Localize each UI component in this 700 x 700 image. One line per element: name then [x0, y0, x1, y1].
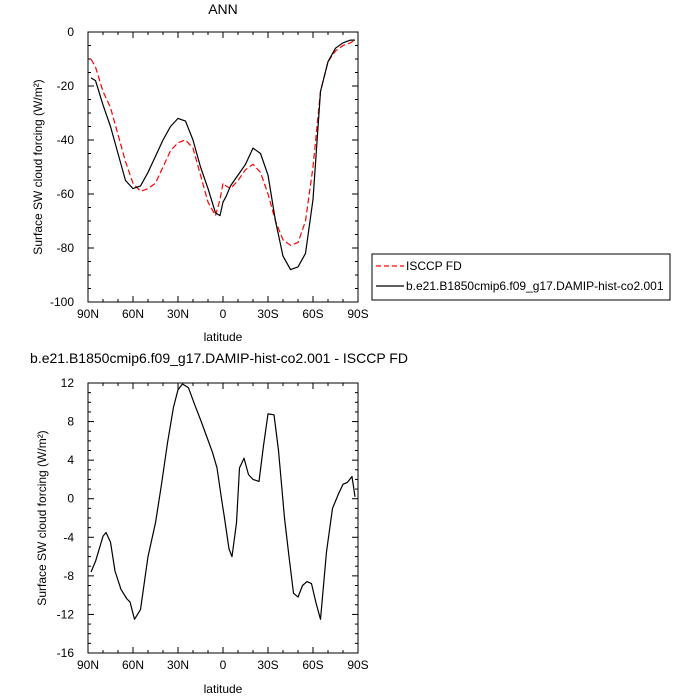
- top-y-tick-label: -80: [57, 241, 75, 255]
- bottom-chart-title: b.e21.B1850cmip6.f09_g17.DAMIP-hist-co2.…: [30, 350, 408, 366]
- bottom-x-tick-label: 30N: [167, 658, 189, 672]
- top-x-tick-label: 60N: [122, 307, 144, 321]
- bottom-x-tick-label: 0: [220, 658, 227, 672]
- bottom-x-tick-label: 60N: [122, 658, 144, 672]
- bottom-y-tick-label: 12: [61, 376, 75, 390]
- bottom-x-tick-label: 30S: [257, 658, 278, 672]
- bottom-y-tick-label: -12: [57, 607, 75, 621]
- bottom-y-tick-label: 0: [67, 492, 74, 506]
- bottom-x-tick-label: 60S: [302, 658, 323, 672]
- bottom-x-tick-label: 90S: [347, 658, 368, 672]
- legend-label-model: b.e21.B1850cmip6.f09_g17.DAMIP-hist-co2.…: [406, 279, 664, 293]
- top-x-tick-label: 90N: [77, 307, 99, 321]
- top-panel: ANN 90N 60N 30N 0 30S 60S 90S 0 -20 -40 -60 -80 -100…: [31, 1, 671, 344]
- bottom-y-tick-label: -8: [63, 569, 74, 583]
- top-chart-title: ANN: [208, 1, 238, 17]
- bottom-y-tick-label: -16: [57, 646, 75, 660]
- top-y-tick-label: -40: [57, 133, 75, 147]
- bottom-plot-frame: [87, 382, 359, 654]
- top-plot-marks: 90N 60N 30N 0 30S 60S 90S 0 -20 -40 -60 -80 -100: [50, 25, 369, 321]
- bottom-y-axis-label: Surface SW cloud forcing (W/m²): [35, 430, 49, 605]
- bottom-plot-marks: 90N 60N 30N 0 30S 60S 90S 12 8 4 0 -4 -8 -12 -16: [57, 376, 369, 672]
- bottom-x-tick-label: 90N: [77, 658, 99, 672]
- bottom-y-tick-label: 8: [67, 415, 74, 429]
- bottom-x-axis-label: latitude: [204, 682, 243, 696]
- top-x-tick-label: 60S: [302, 307, 323, 321]
- legend-label-isccp: ISCCP FD: [406, 259, 462, 273]
- legend-box: [371, 253, 671, 301]
- top-y-tick-label: -20: [57, 79, 75, 93]
- top-legend: ISCCP FD b.e21.B1850cmip6.f09_g17.DAMIP-…: [371, 253, 671, 301]
- top-x-tick-label: 0: [220, 307, 227, 321]
- top-x-tick-label: 30S: [257, 307, 278, 321]
- top-y-tick-label: -60: [57, 187, 75, 201]
- top-x-tick-label: 90S: [347, 307, 368, 321]
- top-x-tick-label: 30N: [167, 307, 189, 321]
- bottom-series-line-0: [90, 383, 356, 620]
- bottom-y-tick-label: 4: [67, 453, 74, 467]
- bottom-y-tick-label: -4: [63, 530, 74, 544]
- top-series-line-0: [90, 39, 356, 246]
- top-y-tick-label: 0: [67, 25, 74, 39]
- top-y-axis-label: Surface SW cloud forcing (W/m²): [31, 79, 45, 254]
- bottom-panel: b.e21.B1850cmip6.f09_g17.DAMIP-hist-co2.…: [30, 350, 408, 696]
- top-x-axis-label: latitude: [204, 330, 243, 344]
- top-series-line-1: [90, 39, 355, 271]
- top-plot-frame: [87, 31, 359, 303]
- top-y-tick-label: -100: [50, 295, 74, 309]
